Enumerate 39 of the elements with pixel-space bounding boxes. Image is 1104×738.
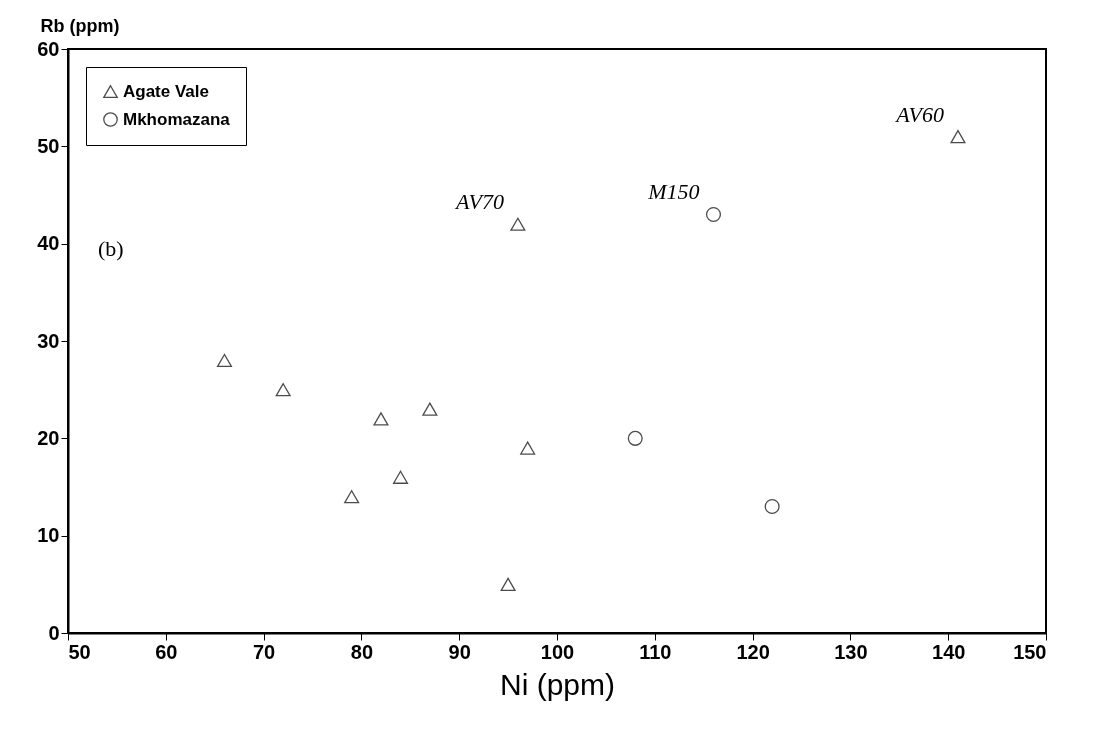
x-tick-label: 80	[350, 640, 374, 663]
annotation: AV60	[894, 101, 944, 127]
legend-label: Mkhomazana	[123, 109, 231, 129]
x-tick-label: 140	[932, 640, 966, 663]
point	[520, 441, 536, 455]
x-tick-label: 100	[540, 640, 575, 663]
point	[705, 206, 722, 222]
point	[344, 490, 360, 504]
x-tick-label: 120	[736, 640, 770, 663]
point	[216, 353, 233, 368]
y-axis-title: Rb (ppm)	[40, 15, 120, 36]
point	[392, 470, 409, 484]
point	[373, 412, 389, 426]
y-tick-label: 30	[37, 329, 60, 352]
x-axis-title: Ni (ppm)	[499, 667, 616, 701]
annotation: M150	[647, 179, 700, 205]
y-tick-label: 10	[37, 524, 60, 547]
y-tick-label: 0	[48, 621, 60, 644]
y-tick-label: 40	[37, 232, 60, 255]
x-tick-label: 130	[834, 640, 868, 663]
annotation: (b)	[98, 236, 124, 261]
x-tick-label: 150	[1013, 640, 1047, 663]
x-tick-label: 90	[448, 640, 471, 663]
point	[275, 383, 291, 397]
x-tick-label: 110	[639, 640, 672, 663]
point	[510, 217, 526, 231]
annotation: AV70	[454, 189, 504, 215]
x-tick-label: 60	[155, 640, 178, 663]
x-tick-label: 50	[68, 640, 91, 663]
x-tick-label: 70	[252, 640, 276, 663]
point	[764, 498, 780, 514]
y-tick-label: 20	[37, 426, 60, 449]
point	[950, 129, 966, 144]
point	[627, 430, 643, 446]
point	[422, 402, 438, 416]
y-tick-label: 60	[37, 37, 60, 60]
point	[500, 577, 516, 591]
legend-label: Agate Vale	[123, 81, 209, 101]
y-tick-label: 50	[37, 134, 60, 157]
